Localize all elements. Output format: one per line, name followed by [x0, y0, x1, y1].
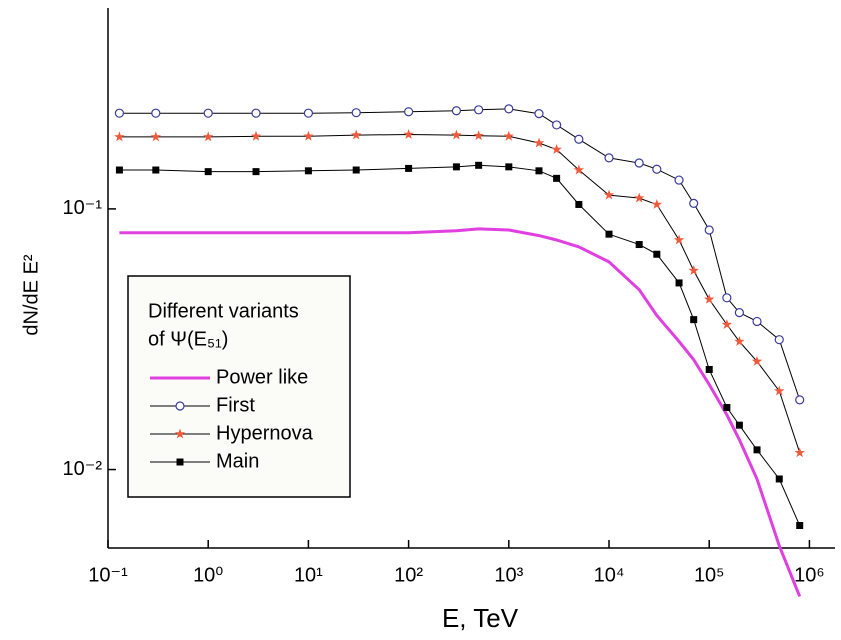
data-point — [604, 153, 614, 163]
data-point — [603, 189, 615, 200]
data-point — [303, 108, 314, 118]
x-tick-label: 10⁰ — [193, 564, 223, 586]
legend-label: First — [216, 394, 255, 416]
legend-label: Power like — [216, 366, 308, 388]
data-point — [535, 167, 543, 175]
data-point — [652, 164, 662, 174]
y-tick-label: 10⁻² — [63, 458, 103, 480]
data-point — [151, 108, 161, 118]
x-tick-label: 10⁶ — [794, 564, 824, 586]
data-point — [351, 108, 361, 118]
data-point — [251, 108, 261, 118]
y-tick-label: 10⁻¹ — [63, 197, 103, 219]
data-point — [405, 164, 413, 172]
data-point — [675, 279, 683, 287]
data-point — [451, 106, 462, 116]
data-point — [752, 316, 762, 327]
data-point — [722, 293, 732, 303]
data-point — [704, 225, 714, 235]
data-point — [574, 134, 584, 144]
x-tick-label: 10¹ — [294, 564, 323, 586]
data-point — [635, 241, 643, 249]
data-point — [351, 129, 362, 140]
data-point — [674, 175, 684, 185]
data-point — [734, 308, 744, 318]
x-axis-label: E, TeV — [442, 603, 519, 633]
y-axis-label: dN/dE E² — [20, 254, 42, 335]
data-point — [605, 230, 613, 238]
data-point — [795, 395, 805, 405]
data-point — [634, 158, 644, 168]
data-point — [473, 130, 484, 141]
data-point — [573, 164, 585, 175]
data-point — [304, 167, 312, 175]
data-point — [734, 336, 745, 346]
data-point — [152, 166, 160, 174]
data-point — [505, 163, 513, 171]
data-point — [704, 293, 715, 304]
data-point — [403, 129, 414, 139]
legend-marker — [176, 458, 184, 466]
data-point — [653, 250, 661, 258]
x-tick-label: 10² — [394, 564, 423, 586]
data-point — [203, 131, 214, 142]
data-point — [533, 137, 545, 148]
series-line — [119, 227, 802, 597]
x-tick-label: 10³ — [494, 564, 523, 586]
data-point — [474, 105, 484, 115]
x-tick-label: 10⁻¹ — [88, 564, 128, 586]
data-point — [114, 131, 125, 142]
x-tick-label: 10⁵ — [694, 564, 725, 586]
legend-marker — [174, 428, 186, 439]
data-point — [690, 316, 698, 324]
data-point — [721, 319, 733, 329]
legend-label: Main — [216, 450, 259, 472]
data-point — [352, 166, 360, 174]
data-point — [504, 104, 514, 114]
data-point — [252, 168, 260, 176]
data-point — [404, 107, 414, 117]
data-point — [774, 385, 785, 396]
data-point — [451, 129, 462, 140]
data-point — [303, 130, 314, 141]
data-point — [689, 198, 699, 208]
data-point — [796, 521, 804, 529]
data-point — [551, 144, 562, 154]
data-point — [651, 199, 663, 209]
legend-title: Different variants — [148, 300, 299, 322]
x-tick-label: 10⁴ — [594, 564, 625, 586]
data-point — [552, 120, 562, 130]
data-point — [115, 166, 123, 174]
data-point — [751, 355, 763, 366]
legend-label: Hypernova — [216, 422, 314, 444]
data-point — [794, 447, 805, 458]
data-point — [705, 366, 713, 374]
data-point — [575, 200, 583, 208]
data-point — [775, 475, 783, 483]
data-point — [475, 161, 483, 169]
data-point — [203, 108, 213, 118]
data-point — [753, 446, 761, 454]
data-point — [204, 168, 212, 176]
data-point — [553, 174, 561, 182]
data-point — [452, 163, 460, 171]
data-point — [633, 192, 645, 203]
data-point — [774, 335, 784, 345]
data-point — [688, 265, 699, 275]
data-point — [673, 234, 685, 245]
data-point — [723, 403, 731, 411]
legend-box — [127, 275, 351, 498]
legend-marker — [175, 401, 185, 411]
data-point — [114, 108, 125, 118]
data-point — [250, 130, 262, 141]
data-point — [534, 109, 544, 119]
data-point — [503, 130, 514, 141]
data-point — [735, 421, 743, 429]
data-point — [150, 131, 161, 142]
legend-title: of Ψ(E₅₁) — [148, 328, 228, 350]
